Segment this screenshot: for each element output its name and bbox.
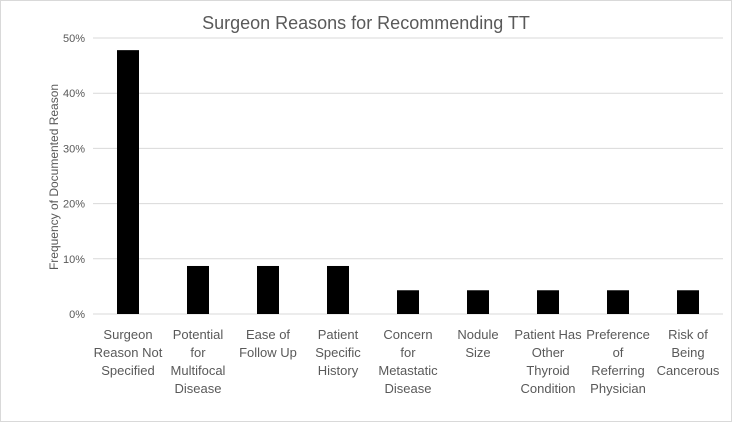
category-label: Potential for Multifocal Disease <box>171 327 226 396</box>
bar <box>677 290 699 314</box>
chart-title: Surgeon Reasons for Recommending TT <box>202 13 530 33</box>
bar <box>397 290 419 314</box>
y-axis-ticks: 0% 10% 20% 30% 40% 50% <box>63 33 85 321</box>
y-tick-label: 10% <box>63 254 85 266</box>
y-tick-label: 20% <box>63 199 85 211</box>
y-tick-label: 50% <box>63 33 85 45</box>
category-label: Patient Has Other Thyroid Condition <box>514 327 582 396</box>
bar <box>467 290 489 314</box>
bar <box>187 265 209 314</box>
bar <box>327 265 349 314</box>
category-label: Surgeon Reason Not Specified <box>94 327 163 378</box>
bar <box>607 290 629 314</box>
y-axis-label: Frequency of Documented Reason <box>47 84 61 270</box>
bar <box>537 290 559 314</box>
y-tick-label: 0% <box>69 309 85 321</box>
y-tick-label: 40% <box>63 88 85 100</box>
category-label: Patient Specific History <box>315 327 361 378</box>
category-label: Risk of Being Cancerous <box>657 327 720 378</box>
y-tick-label: 30% <box>63 143 85 155</box>
bar <box>257 265 279 314</box>
bars <box>117 50 699 314</box>
category-label: Concern for Metastatic Disease <box>378 327 438 396</box>
category-label: Nodule Size <box>457 327 498 360</box>
bar <box>117 50 139 314</box>
category-label: Ease of Follow Up <box>239 327 297 360</box>
category-label: Preference of Referring Physician <box>586 327 650 396</box>
